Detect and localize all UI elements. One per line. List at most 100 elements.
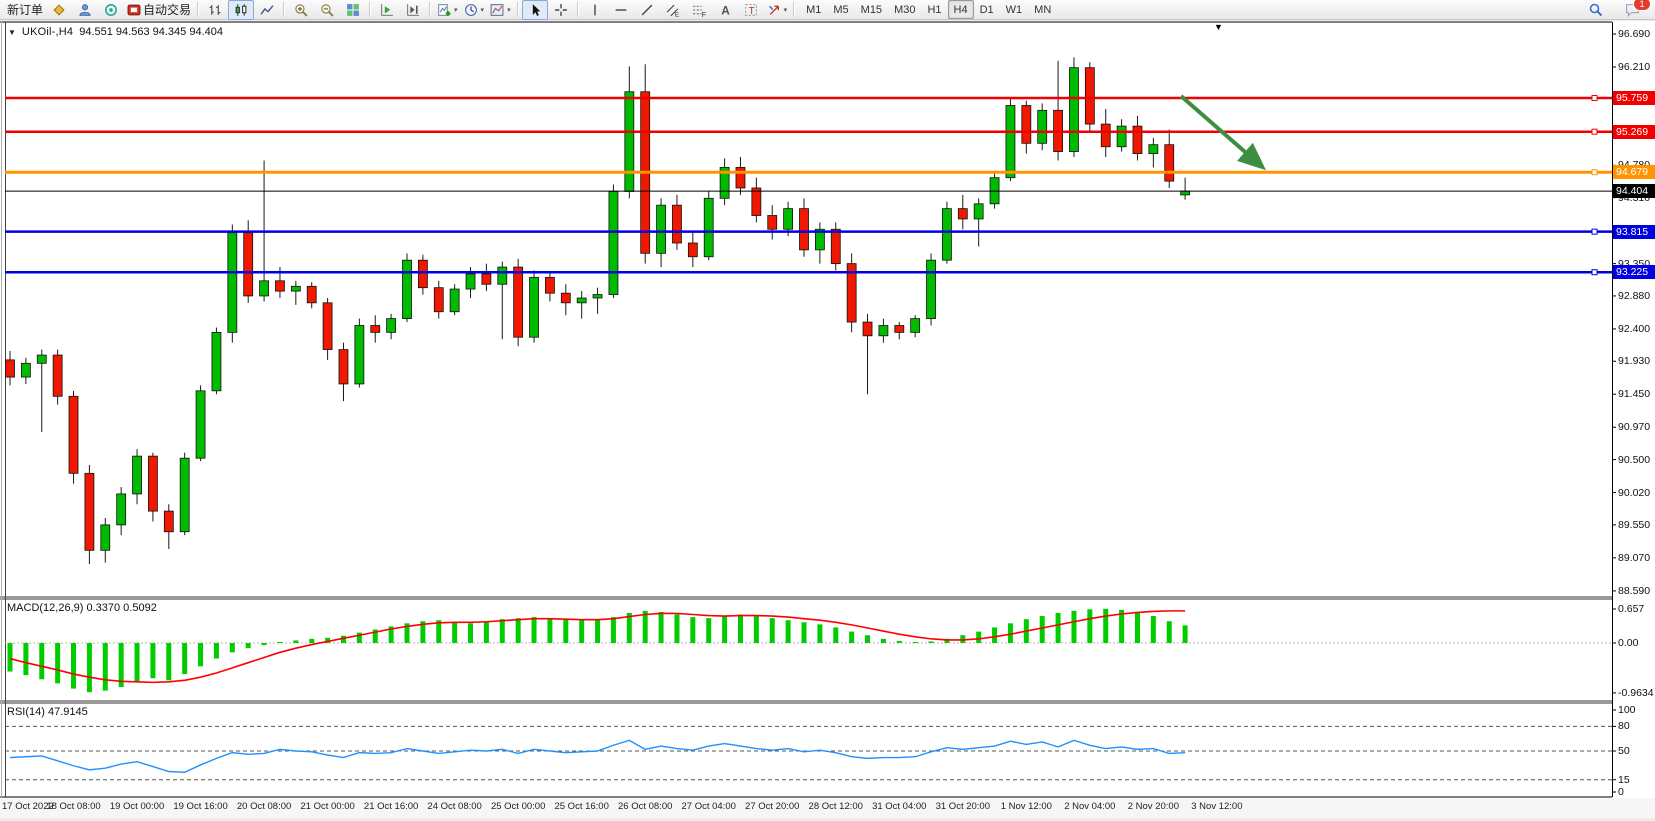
timeframe-m1-button[interactable]: M1 <box>806 3 822 16</box>
macd-bar <box>325 637 331 643</box>
indicators-list-button[interactable]: ▾ <box>434 0 461 20</box>
macd-bar <box>849 631 855 643</box>
trendline-button[interactable] <box>634 0 660 20</box>
timeframe-m15-button[interactable]: M15 <box>860 3 883 16</box>
price-line-tag: 94.404 <box>1613 184 1655 199</box>
candlestick-chart-button[interactable] <box>228 0 255 20</box>
one-click-panel-toggle[interactable]: ▼ <box>8 27 16 37</box>
timeframe-h1-button[interactable]: H1 <box>927 3 942 16</box>
macd-bar <box>817 624 823 643</box>
chart-window[interactable]: ▼ UKOil-,H4 94.551 94.563 94.345 94.404 … <box>0 21 1655 818</box>
auto-scroll-button[interactable] <box>374 0 400 20</box>
candle-body <box>735 166 746 189</box>
horizontal-line-icon <box>615 8 626 11</box>
candle-body <box>767 215 778 230</box>
crosshair-button[interactable] <box>548 0 574 20</box>
sound-alert-icon-button[interactable] <box>98 0 124 20</box>
fibonacci-button[interactable]: F <box>686 0 712 20</box>
fibonacci-icon: F <box>692 5 706 17</box>
candle-body <box>576 297 587 304</box>
price-line-tag: 95.759 <box>1613 91 1655 105</box>
rsi-line <box>9 739 1186 774</box>
data-window-icon-button[interactable] <box>72 0 98 20</box>
periods-list-button[interactable]: ▾ <box>461 0 488 20</box>
vertical-line-button[interactable] <box>582 0 608 20</box>
macd-bar <box>23 643 29 676</box>
candle-body <box>656 204 666 254</box>
macd-bar <box>1119 609 1125 643</box>
autotrading-button[interactable]: 自动交易 <box>124 0 194 20</box>
price-line-tag: 93.815 <box>1613 224 1655 239</box>
toolbar-separator <box>369 2 372 17</box>
timeframe-w1-button[interactable]: W1 <box>1005 3 1023 16</box>
templates-button[interactable]: ▾ <box>487 0 514 20</box>
bar-chart-button[interactable] <box>202 0 228 20</box>
candle-body <box>211 331 222 392</box>
timeframe-m30-button[interactable]: M30 <box>894 3 916 16</box>
timeframe-m5-button[interactable]: M5 <box>833 3 849 16</box>
macd-bar <box>1103 608 1109 643</box>
macd-signal-line <box>9 610 1186 684</box>
candle-body <box>68 395 79 474</box>
timeframe-d1-button[interactable]: D1 <box>979 3 994 16</box>
macd-bar <box>880 638 886 643</box>
candle-body <box>433 287 444 313</box>
macd-bar <box>579 620 585 643</box>
svg-text:E: E <box>674 11 679 17</box>
main-toolbar: 新订单 自动交易 ▾ ▾ ▾ E F A T ▾ M1 M5 M15 M30 H1 H4 D1 W1 MN 1 <box>0 0 1655 20</box>
new-order-button[interactable]: 新订单 <box>4 0 46 20</box>
line-chart-button[interactable] <box>254 0 280 20</box>
candles-series <box>5 57 1191 565</box>
candle-body <box>719 166 730 199</box>
templates-button-dropdown-arrow[interactable]: ▾ <box>507 6 511 14</box>
macd-bar <box>404 623 410 643</box>
tile-windows-button[interactable] <box>340 0 366 20</box>
macd-bar <box>912 641 918 643</box>
timeframe-mn-button[interactable]: MN <box>1034 3 1052 16</box>
arrows-button-dropdown-arrow[interactable]: ▾ <box>783 6 788 14</box>
indicators-list-button-dropdown-arrow[interactable]: ▾ <box>454 6 458 14</box>
zoom-in-button[interactable] <box>288 0 314 20</box>
candle-body <box>449 288 460 313</box>
text-button[interactable]: A <box>712 0 738 20</box>
macd-bar <box>436 620 442 643</box>
arrows-button[interactable]: ▾ <box>764 0 791 20</box>
candle-body <box>910 318 921 333</box>
notifications-button[interactable]: 1 <box>1619 0 1651 20</box>
macd-bar <box>213 643 219 659</box>
equidistant-channel-button[interactable]: E <box>660 0 686 20</box>
line-handle <box>1591 95 1598 102</box>
chart-shift-marker[interactable]: ▼ <box>1214 22 1223 32</box>
line-handle <box>1591 228 1598 235</box>
chart-canvas[interactable] <box>0 21 1655 818</box>
macd-bar <box>626 612 632 643</box>
candle-body <box>402 259 412 320</box>
market-watch-icon-button[interactable] <box>46 0 72 20</box>
price-tick-label: 90.020 <box>1618 486 1651 499</box>
toolbar-buttons: 新订单 自动交易 ▾ ▾ ▾ E F A T ▾ <box>4 0 798 20</box>
candle-body <box>894 325 905 333</box>
text-label-button[interactable]: T <box>738 0 764 20</box>
chart-shift-button[interactable] <box>400 0 426 20</box>
toolbar-separator <box>793 2 796 17</box>
timeframe-h4-button[interactable]: H4 <box>947 0 974 19</box>
macd-bar <box>642 610 648 643</box>
periods-list-button-dropdown-arrow[interactable]: ▾ <box>480 6 485 14</box>
candle-body <box>783 208 794 230</box>
horizontal-line-button[interactable] <box>608 0 634 20</box>
candle-body <box>1100 123 1111 148</box>
date-tick-label: 25 Oct 16:00 <box>554 801 609 812</box>
search-button[interactable] <box>1583 0 1609 20</box>
cursor-button[interactable] <box>521 0 548 20</box>
svg-text:T: T <box>748 5 754 16</box>
crosshair-icon <box>554 3 567 16</box>
macd-indicator-label: MACD(12,26,9) 0.3370 0.5092 <box>7 602 157 614</box>
zoom-out-button[interactable] <box>314 0 340 20</box>
macd-bar <box>293 640 299 643</box>
candle-body <box>417 259 428 289</box>
macd-bar <box>277 641 283 643</box>
candle-body <box>100 524 111 551</box>
macd-bar <box>1039 616 1045 643</box>
candle-body <box>465 273 476 290</box>
date-axis: 17 Oct 2022 18 Oct 08:00 19 Oct 00:00 19 Oc… <box>0 798 1655 818</box>
